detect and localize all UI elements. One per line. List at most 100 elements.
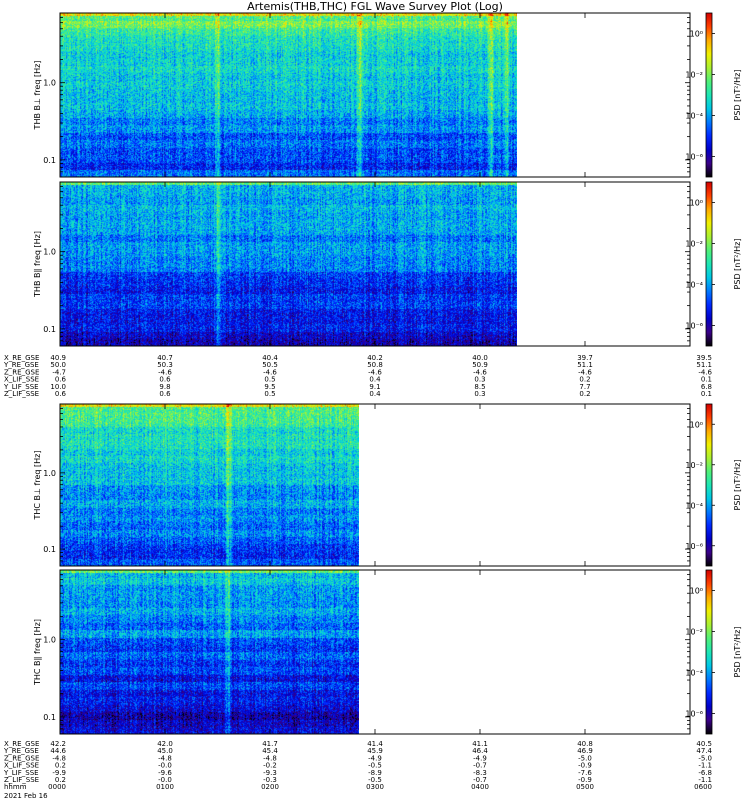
ephemeris-value-thb: 50.0 (50, 361, 66, 369)
y-axis-label: THB B∥ freq [Hz] (33, 231, 42, 298)
colorbar-tick-label: 10⁻² (685, 240, 703, 249)
colorbar-tick-label: 10⁰ (690, 587, 703, 596)
ephemeris-value-thc: -8.9 (368, 769, 382, 777)
ephemeris-value-thc: -0.0 (158, 762, 172, 770)
ephemeris-value-thb: -4.6 (578, 368, 592, 376)
ephemeris-value-thc: 41.1 (472, 740, 488, 748)
colorbar-tick-label: 10⁻² (685, 461, 703, 470)
ephemeris-value-thb: 9.5 (264, 383, 275, 391)
ephemeris-value-thc: 0500 (576, 783, 594, 791)
ephemeris-value-thc: 46.4 (472, 747, 488, 755)
colorbar-tick-label: 10⁻² (685, 71, 703, 80)
ephemeris-value-thc: -1.1 (698, 776, 712, 784)
ephemeris-value-thb: 0.3 (474, 390, 485, 398)
ephemeris-value-thc: -0.9 (578, 762, 592, 770)
ephemeris-value-thc: 41.4 (367, 740, 383, 748)
ephemeris-value-thc: 45.0 (157, 747, 173, 755)
ephemeris-label-thc: Z_RE_GSE (4, 754, 39, 762)
ephemeris-value-thb: 0.1 (701, 390, 712, 398)
y-tick-label: 0.1 (43, 325, 56, 334)
y-axis-label: THB B⊥ freq [Hz] (33, 61, 42, 131)
ephemeris-value-thb: -4.6 (263, 368, 277, 376)
ephemeris-value-thc: 41.7 (262, 740, 278, 748)
colorbar-tick-label: 10⁻⁴ (685, 501, 703, 510)
ephemeris-value-thc: 0600 (694, 783, 712, 791)
ephemeris-value-thb: 51.1 (577, 361, 593, 369)
ephemeris-value-thb: 6.8 (701, 383, 712, 391)
y-tick-label: 1.0 (43, 469, 56, 478)
ephemeris-value-thc: -0.7 (473, 776, 487, 784)
ephemeris-label-thb: Y_RE_GSE (3, 361, 39, 369)
ephemeris-value-thb: 0.6 (159, 390, 171, 398)
colorbar-tick-label: 10⁻⁴ (685, 112, 703, 121)
ephemeris-value-thb: 40.9 (50, 354, 66, 362)
colorbar-tick-label: 10⁻⁴ (685, 669, 703, 678)
ephemeris-value-thb: 0.2 (579, 376, 590, 384)
ephemeris-value-thb: 0.4 (369, 390, 381, 398)
colorbar-tick-label: 10⁻⁶ (685, 153, 703, 162)
ephemeris-value-thb: -4.6 (368, 368, 382, 376)
y-tick-label: 1.0 (43, 636, 56, 645)
ephemeris-value-thc: -4.8 (263, 754, 277, 762)
ephemeris-value-thb: 7.7 (579, 383, 590, 391)
ephemeris-value-thc: -9.3 (263, 769, 277, 777)
y-tick-label: 1.0 (43, 248, 56, 257)
y-tick-label: 0.1 (43, 156, 56, 165)
colorbar-tick-label: 10⁰ (690, 30, 703, 39)
ephemeris-label-thb: X_LIF_SSE (4, 376, 39, 384)
ephemeris-value-thc: 0100 (156, 783, 174, 791)
spectrogram-raster (60, 13, 517, 177)
y-axis-label: THC B⊥ freq [Hz] (33, 451, 42, 521)
ephemeris-value-thc: 40.5 (696, 740, 712, 748)
ephemeris-value-thc: 42.0 (157, 740, 173, 748)
colorbar-label: PSD [nT²/Hz] (733, 627, 742, 678)
ephemeris-value-thc: 44.6 (50, 747, 66, 755)
ephemeris-value-thb: 40.4 (262, 354, 278, 362)
ephemeris-value-thb: 0.5 (264, 390, 275, 398)
colorbar (705, 403, 713, 567)
spectrogram-raster (60, 404, 359, 566)
ephemeris-value-thc: -4.8 (52, 754, 66, 762)
colorbar (705, 569, 713, 735)
ephemeris-value-thc: 45.4 (262, 747, 278, 755)
y-tick-label: 0.1 (43, 545, 56, 554)
colorbar (705, 181, 713, 347)
colorbar-label: PSD [nT²/Hz] (733, 460, 742, 511)
ephemeris-value-thb: -4.7 (52, 368, 66, 376)
ephemeris-value-thc: -8.3 (473, 769, 487, 777)
colorbar-tick-label: 10⁰ (690, 199, 703, 208)
ephemeris-value-thc: -0.2 (263, 762, 277, 770)
ephemeris-value-thc: 47.4 (696, 747, 712, 755)
ephemeris-value-thc: 0400 (471, 783, 489, 791)
ephemeris-label-thc: Y_RE_GSE (3, 747, 39, 755)
ephemeris-value-thc: -4.9 (473, 754, 487, 762)
ephemeris-value-thb: 51.1 (696, 361, 712, 369)
ephemeris-label-thc: X_LIF_SSE (4, 762, 39, 770)
ephemeris-value-thc: 0200 (261, 783, 279, 791)
colorbar-label: PSD [nT²/Hz] (733, 70, 742, 121)
ephemeris-value-thc: 45.9 (367, 747, 383, 755)
ephemeris-value-thc: 46.9 (577, 747, 593, 755)
ephemeris-value-thc: 42.2 (50, 740, 66, 748)
ephemeris-value-thc: 0300 (366, 783, 384, 791)
ephemeris-value-thb: 10.0 (50, 383, 66, 391)
ephemeris-value-thb: 9.8 (159, 383, 170, 391)
ephemeris-value-thb: 50.5 (262, 361, 278, 369)
ephemeris-value-thb: 50.3 (157, 361, 173, 369)
y-tick-label: 0.1 (43, 713, 56, 722)
ephemeris-value-thb: -4.6 (698, 368, 712, 376)
ephemeris-value-thb: 50.9 (472, 361, 488, 369)
ephemeris-value-thb: 0.3 (474, 376, 485, 384)
ephemeris-value-thb: 40.7 (157, 354, 173, 362)
ephemeris-value-thc: -9.6 (158, 769, 172, 777)
ephemeris-value-thc: 0.2 (55, 762, 66, 770)
ephemeris-label-thc: X_RE_GSE (4, 740, 39, 748)
ephemeris-value-thb: -4.6 (473, 368, 487, 376)
ephemeris-value-thc: -0.5 (368, 762, 382, 770)
ephemeris-value-thb: 50.8 (367, 361, 383, 369)
colorbar-tick-label: 10⁻⁶ (685, 710, 703, 719)
ephemeris-label-thb: Z_RE_GSE (4, 368, 39, 376)
ephemeris-value-thb: 0.6 (55, 390, 67, 398)
ephemeris-value-thb: 0.6 (159, 376, 171, 384)
